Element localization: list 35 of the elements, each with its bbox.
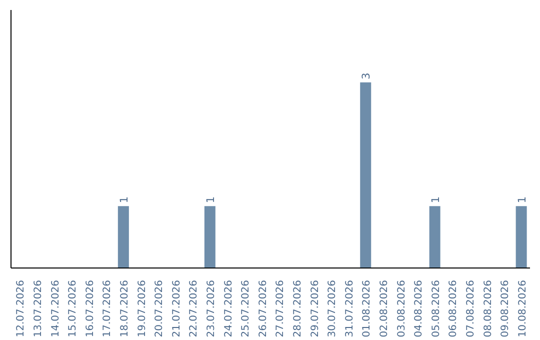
x-tick-label: 08.08.2026: [482, 280, 494, 338]
x-tick-label: 20.07.2026: [154, 280, 166, 338]
x-tick-label: 29.07.2026: [310, 280, 321, 338]
x-tick-label: 01.08.2026: [362, 280, 373, 338]
x-tick-label: 07.08.2026: [465, 280, 476, 338]
x-tick-label: 24.07.2026: [223, 280, 234, 338]
x-tick-label: 25.07.2026: [240, 280, 252, 338]
x-tick-label: 27.07.2026: [275, 280, 286, 338]
x-tick-label: 04.08.2026: [414, 280, 425, 338]
x-tick-label: 15.07.2026: [68, 280, 79, 338]
data-label: 1: [430, 196, 442, 204]
x-tick-label: 05.08.2026: [430, 280, 442, 338]
x-tick-label: 13.07.2026: [32, 280, 44, 338]
x-tick-label: 21.07.2026: [171, 280, 182, 338]
x-tick-label: 10.08.2026: [517, 280, 528, 338]
x-tick-label: 03.08.2026: [396, 280, 408, 338]
x-tick-label: 16.07.2026: [84, 280, 96, 338]
data-label: 1: [516, 196, 528, 204]
x-tick-label: 30.07.2026: [327, 280, 338, 338]
x-tick-label: 31.07.2026: [344, 280, 356, 338]
x-tick-label: 17.07.2026: [102, 280, 114, 338]
x-tick-label: 23.07.2026: [206, 280, 217, 338]
x-tick-label: 02.08.2026: [378, 280, 390, 338]
x-tick-label: 12.07.2026: [16, 280, 27, 338]
x-tick-label: 18.07.2026: [119, 280, 130, 338]
x-tick-label: 14.07.2026: [50, 280, 62, 338]
x-tick-label: 22.07.2026: [188, 280, 200, 338]
x-tick-label: 09.08.2026: [500, 280, 512, 338]
data-label: 1: [204, 196, 217, 204]
x-tick-label: 28.07.2026: [292, 280, 304, 338]
x-tick-label: 06.08.2026: [448, 280, 460, 338]
data-label: 1: [118, 196, 130, 204]
x-tick-label: 26.07.2026: [258, 280, 269, 338]
x-tick-label: 19.07.2026: [136, 280, 148, 338]
data-label: 3: [360, 72, 373, 80]
